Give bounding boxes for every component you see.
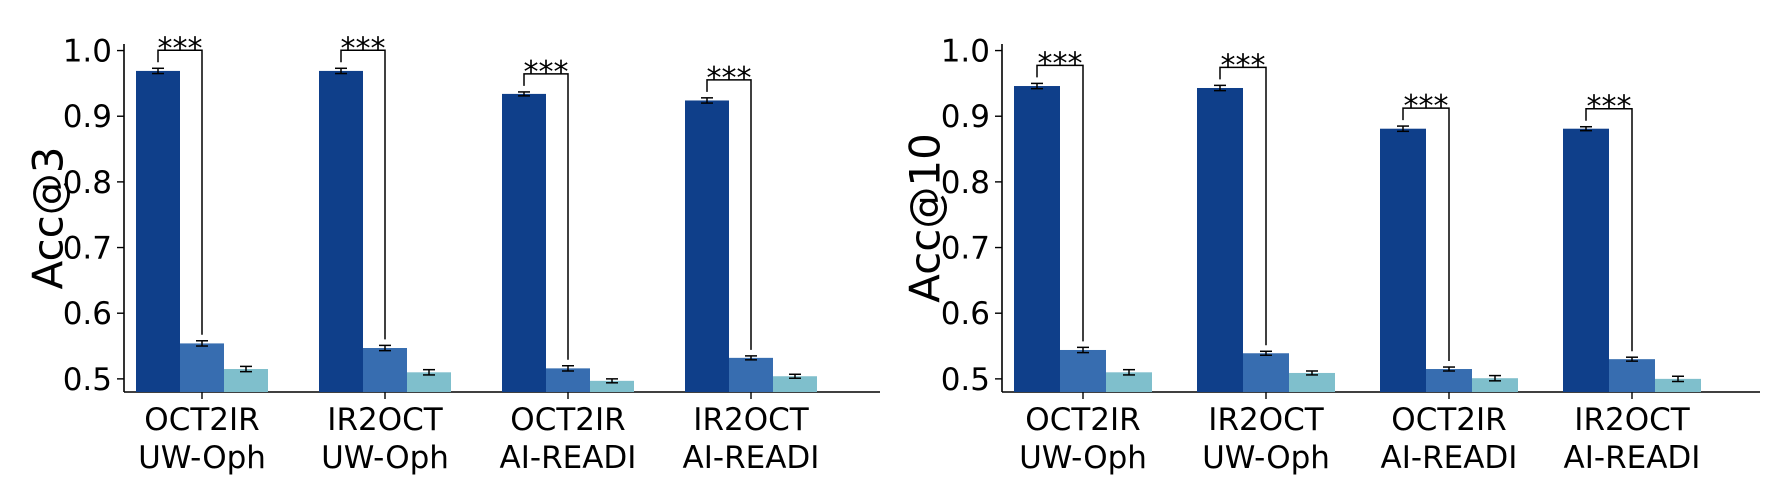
significance-bracket bbox=[157, 49, 203, 335]
bar bbox=[1289, 372, 1335, 392]
bar bbox=[180, 343, 224, 392]
bar bbox=[590, 380, 634, 392]
significance-bracket bbox=[1402, 107, 1450, 362]
x-tick-label: UW-Oph bbox=[138, 440, 266, 476]
bar bbox=[407, 372, 451, 392]
significance-bracket bbox=[340, 49, 386, 340]
bar bbox=[1380, 128, 1426, 392]
y-tick-label: 0.7 bbox=[63, 231, 112, 267]
x-tick-label: AI-READI bbox=[1564, 440, 1701, 476]
bar bbox=[546, 368, 590, 392]
significance-bracket bbox=[706, 79, 752, 350]
bar bbox=[729, 357, 773, 392]
x-tick-label: OCT2IR bbox=[144, 402, 259, 438]
bar bbox=[1197, 87, 1243, 392]
bar bbox=[224, 369, 268, 392]
significance-bracket bbox=[1036, 64, 1084, 342]
x-tick-label: UW-Oph bbox=[321, 440, 449, 476]
y-axis-label: Acc@10 bbox=[901, 133, 950, 303]
significance-bracket bbox=[523, 73, 569, 360]
bar bbox=[1655, 378, 1701, 392]
bar bbox=[319, 70, 363, 393]
significance-label: *** bbox=[707, 61, 752, 96]
significance-label: *** bbox=[1587, 90, 1632, 125]
x-tick-label: IR2OCT bbox=[1574, 402, 1690, 438]
bar bbox=[1426, 369, 1472, 392]
x-tick-label: UW-Oph bbox=[1202, 440, 1330, 476]
bar bbox=[363, 348, 407, 392]
x-tick-label: OCT2IR bbox=[1391, 402, 1506, 438]
panel-acc3: 0.50.60.70.80.91.0Acc@3OCT2IRUW-Oph***IR… bbox=[24, 31, 880, 476]
y-tick-label: 0.8 bbox=[941, 165, 990, 201]
y-axis-label: Acc@3 bbox=[24, 147, 73, 290]
x-tick-label: IR2OCT bbox=[1208, 402, 1324, 438]
x-tick-label: AI-READI bbox=[683, 440, 820, 476]
bar bbox=[1060, 349, 1106, 392]
panel-acc10: 0.50.60.70.80.91.0Acc@10OCT2IRUW-Oph***I… bbox=[901, 34, 1760, 476]
significance-label: *** bbox=[524, 55, 569, 90]
bar bbox=[1106, 372, 1152, 392]
significance-bracket bbox=[1585, 107, 1633, 352]
x-tick-label: OCT2IR bbox=[1025, 402, 1140, 438]
y-tick-label: 0.9 bbox=[941, 99, 990, 135]
x-tick-label: AI-READI bbox=[500, 440, 637, 476]
x-tick-label: IR2OCT bbox=[327, 402, 443, 438]
bar bbox=[685, 100, 729, 392]
significance-label: *** bbox=[1038, 46, 1083, 81]
significance-label: *** bbox=[1404, 89, 1449, 124]
x-tick-label: UW-Oph bbox=[1019, 440, 1147, 476]
bar bbox=[1563, 128, 1609, 392]
x-tick-label: IR2OCT bbox=[693, 402, 809, 438]
significance-label: *** bbox=[158, 31, 203, 66]
y-tick-label: 1.0 bbox=[63, 34, 112, 70]
significance-label: *** bbox=[1221, 48, 1266, 83]
y-tick-label: 1.0 bbox=[941, 34, 990, 70]
bar bbox=[1609, 359, 1655, 392]
y-tick-label: 0.6 bbox=[941, 296, 990, 332]
bar bbox=[773, 376, 817, 392]
bar bbox=[1472, 378, 1518, 392]
bar bbox=[502, 93, 546, 392]
bar bbox=[1243, 353, 1289, 392]
significance-label: *** bbox=[341, 31, 386, 66]
y-tick-label: 0.5 bbox=[63, 362, 112, 398]
bar bbox=[1014, 86, 1060, 392]
x-tick-label: AI-READI bbox=[1381, 440, 1518, 476]
bar bbox=[136, 70, 180, 393]
x-tick-label: OCT2IR bbox=[510, 402, 625, 438]
y-tick-label: 0.6 bbox=[63, 296, 112, 332]
y-tick-label: 0.8 bbox=[63, 165, 112, 201]
y-tick-label: 0.7 bbox=[941, 231, 990, 267]
significance-bracket bbox=[1219, 66, 1267, 346]
y-tick-label: 0.5 bbox=[941, 362, 990, 398]
y-tick-label: 0.9 bbox=[63, 99, 112, 135]
